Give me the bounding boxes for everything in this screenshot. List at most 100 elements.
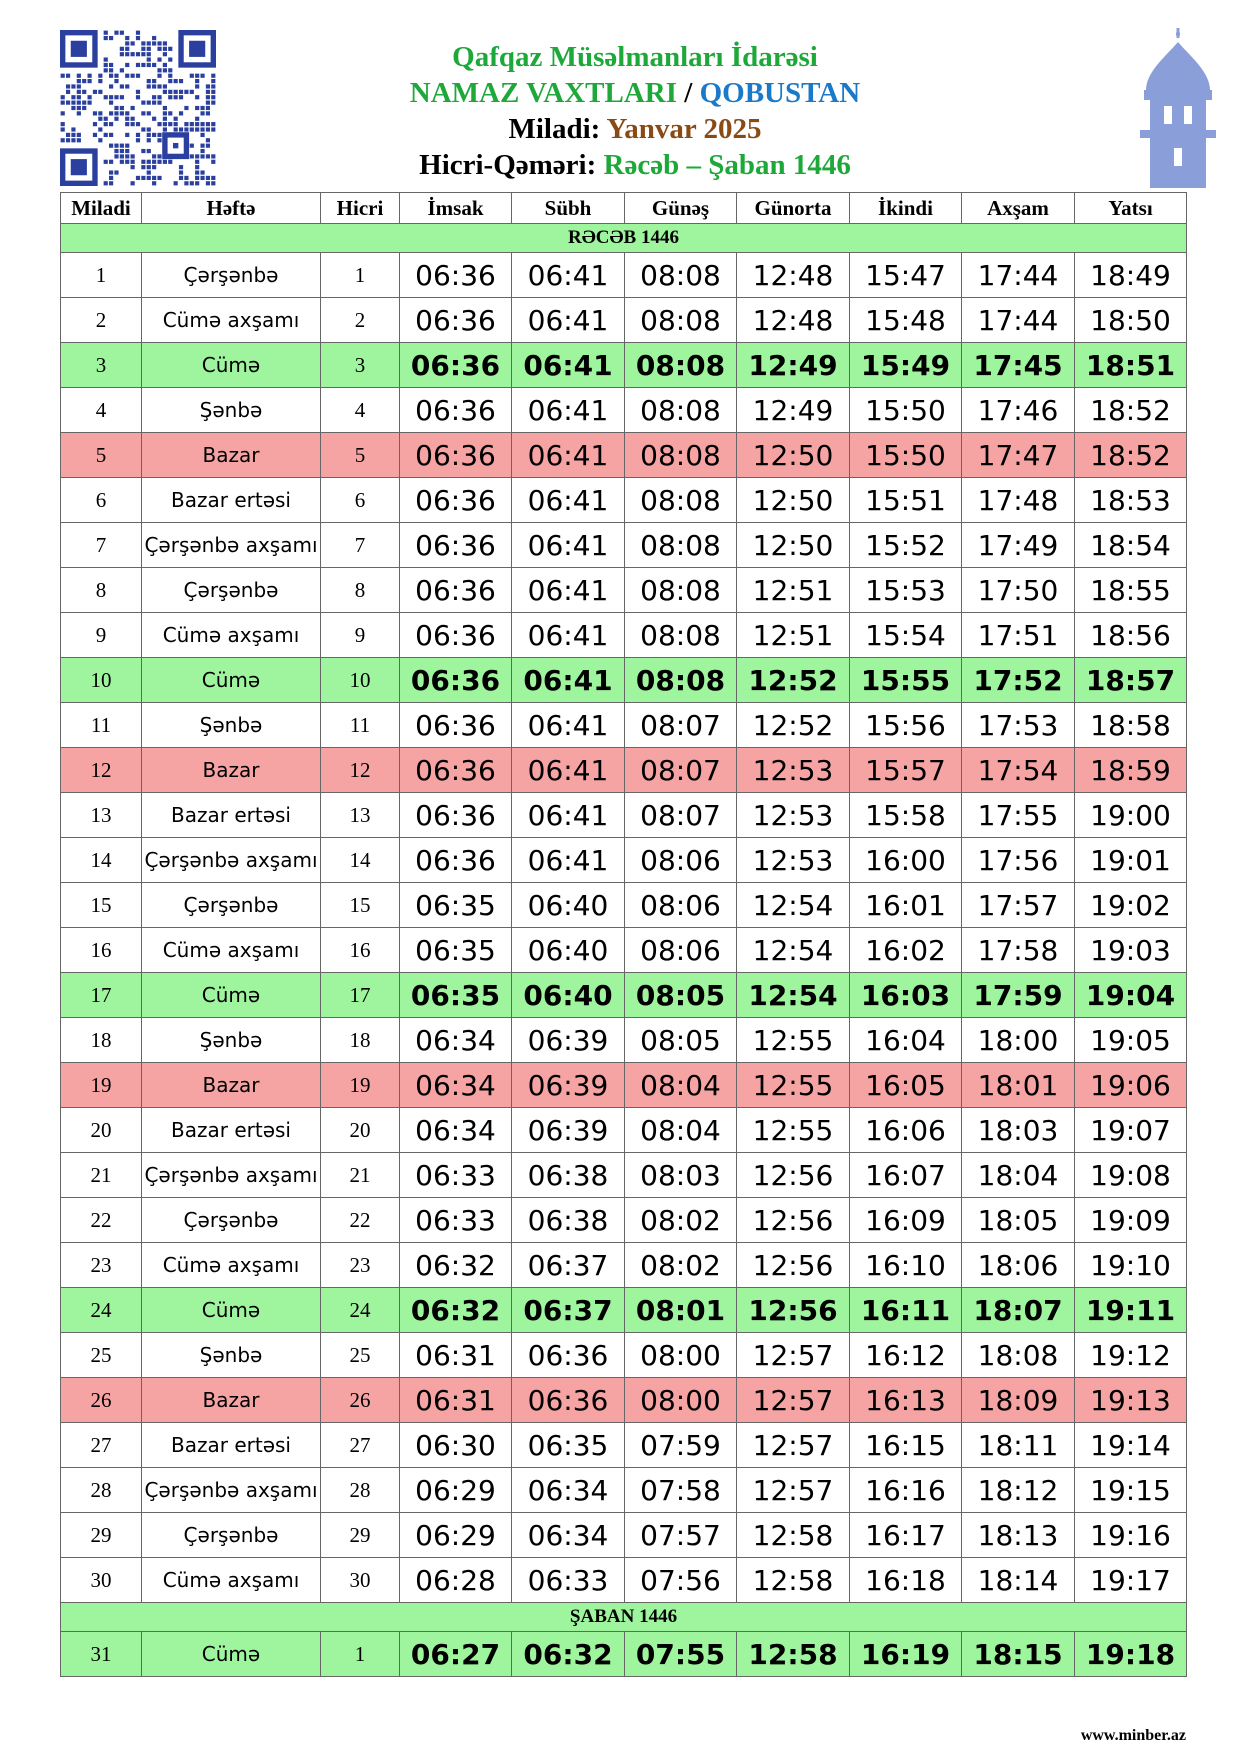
weekday: Cümə bbox=[141, 1631, 321, 1677]
qr-module bbox=[152, 95, 157, 100]
qr-module bbox=[103, 159, 108, 164]
qr-module bbox=[162, 68, 167, 73]
qr-module bbox=[130, 165, 135, 170]
hijri-day: 20 bbox=[320, 1107, 400, 1153]
qr-module bbox=[178, 89, 184, 94]
qr-module bbox=[168, 122, 173, 127]
qr-module bbox=[146, 46, 151, 51]
prayer-time: 18:59 bbox=[1074, 747, 1187, 793]
hijri-day: 24 bbox=[320, 1287, 400, 1333]
miladi-day: 30 bbox=[60, 1557, 142, 1603]
qr-module bbox=[65, 73, 71, 78]
qr-module bbox=[103, 122, 108, 127]
qr-module bbox=[135, 95, 141, 100]
prayer-time: 16:05 bbox=[849, 1062, 962, 1108]
weekday: Çərşənbə bbox=[141, 882, 321, 928]
weekday: Şənbə bbox=[141, 387, 321, 433]
qr-module bbox=[109, 122, 114, 127]
day-row: 13 Bazar ertəsi 13 06:36 06:41 08:07 12:53 15:5… bbox=[60, 792, 1187, 838]
qr-module bbox=[195, 170, 200, 175]
column-header: Hicri bbox=[320, 192, 400, 224]
miladi-day: 18 bbox=[60, 1017, 142, 1063]
qr-module bbox=[60, 122, 65, 127]
prayer-time: 06:36 bbox=[399, 567, 512, 613]
hijri-day: 11 bbox=[320, 702, 400, 748]
org-name: Qafqaz Müsəlmanları İdarəsi bbox=[452, 41, 818, 73]
prayer-time: 06:27 bbox=[399, 1631, 512, 1677]
miladi-day: 21 bbox=[60, 1152, 142, 1198]
hijri-day: 29 bbox=[320, 1512, 400, 1558]
qr-module bbox=[184, 122, 189, 127]
qr-module bbox=[157, 46, 162, 51]
qr-module bbox=[125, 143, 130, 148]
prayer-time: 18:57 bbox=[1074, 657, 1187, 703]
qr-module bbox=[146, 175, 151, 181]
hijri-months: Rəcəb – Şaban 1446 bbox=[603, 149, 851, 181]
prayer-time: 06:36 bbox=[399, 747, 512, 793]
qr-module bbox=[65, 132, 71, 137]
qr-module bbox=[109, 143, 114, 148]
day-row: 3 Cümə 3 06:36 06:41 08:08 12:49 15:49 17:45 18:5… bbox=[60, 342, 1187, 388]
prayer-time: 19:13 bbox=[1074, 1377, 1187, 1423]
qr-module bbox=[173, 127, 178, 132]
weekday: Çərşənbə axşamı bbox=[141, 1152, 321, 1198]
qr-module bbox=[173, 95, 178, 100]
qr-module bbox=[65, 84, 71, 89]
prayer-time: 08:08 bbox=[624, 612, 737, 658]
miladi-day: 9 bbox=[60, 612, 142, 658]
qr-module bbox=[157, 138, 162, 143]
qr-module bbox=[205, 154, 211, 159]
prayer-time: 06:41 bbox=[511, 387, 625, 433]
qr-module bbox=[157, 73, 162, 78]
prayer-time: 15:56 bbox=[849, 702, 962, 748]
prayer-time: 17:50 bbox=[961, 567, 1075, 613]
prayer-time: 17:48 bbox=[961, 477, 1075, 523]
prayer-time: 06:36 bbox=[399, 522, 512, 568]
prayer-time: 06:33 bbox=[511, 1557, 625, 1603]
qr-module bbox=[146, 165, 151, 170]
day-row: 6 Bazar ertəsi 6 06:36 06:41 08:08 12:50 15:51 1… bbox=[60, 477, 1187, 523]
qr-module bbox=[114, 116, 119, 121]
qr-module bbox=[109, 175, 114, 181]
hijri-day: 18 bbox=[320, 1017, 400, 1063]
qr-module bbox=[109, 35, 114, 41]
weekday: Şənbə bbox=[141, 1017, 321, 1063]
weekday: Cümə bbox=[141, 1287, 321, 1333]
weekday: Bazar bbox=[141, 747, 321, 793]
qr-module bbox=[141, 165, 146, 170]
prayer-time: 12:53 bbox=[736, 747, 850, 793]
weekday: Bazar bbox=[141, 1062, 321, 1108]
qr-module bbox=[200, 105, 205, 111]
qr-module bbox=[211, 100, 216, 105]
qr-module bbox=[146, 79, 151, 84]
qr-module bbox=[168, 111, 173, 116]
prayer-time: 18:15 bbox=[961, 1631, 1075, 1677]
qr-module bbox=[195, 79, 200, 84]
day-row: 8 Çərşənbə 8 06:36 06:41 08:08 12:51 15:53 17:50… bbox=[60, 567, 1187, 613]
prayer-time: 12:50 bbox=[736, 432, 850, 478]
prayer-time: 16:07 bbox=[849, 1152, 962, 1198]
prayer-time: 12:55 bbox=[736, 1107, 850, 1153]
day-row: 2 Cümə axşamı 2 06:36 06:41 08:08 12:48 15:48 17… bbox=[60, 297, 1187, 343]
title: NAMAZ VAXTLARI bbox=[409, 77, 678, 109]
weekday: Cümə axşamı bbox=[141, 612, 321, 658]
prayer-time: 12:54 bbox=[736, 927, 850, 973]
qr-module bbox=[76, 138, 81, 143]
qr-module bbox=[103, 62, 108, 68]
qr-module bbox=[195, 154, 200, 159]
prayer-time: 06:38 bbox=[511, 1152, 625, 1198]
qr-module bbox=[200, 170, 205, 175]
miladi-day: 24 bbox=[60, 1287, 142, 1333]
prayer-time: 06:36 bbox=[399, 837, 512, 883]
qr-module bbox=[125, 46, 130, 51]
prayer-time: 19:16 bbox=[1074, 1512, 1187, 1558]
qr-module bbox=[178, 95, 184, 100]
qr-module bbox=[211, 89, 216, 94]
prayer-time: 12:48 bbox=[736, 252, 850, 298]
prayer-time: 08:08 bbox=[624, 252, 737, 298]
hijri-day: 13 bbox=[320, 792, 400, 838]
qr-module bbox=[76, 73, 81, 78]
qr-module bbox=[189, 89, 194, 94]
prayer-time: 06:34 bbox=[399, 1107, 512, 1153]
